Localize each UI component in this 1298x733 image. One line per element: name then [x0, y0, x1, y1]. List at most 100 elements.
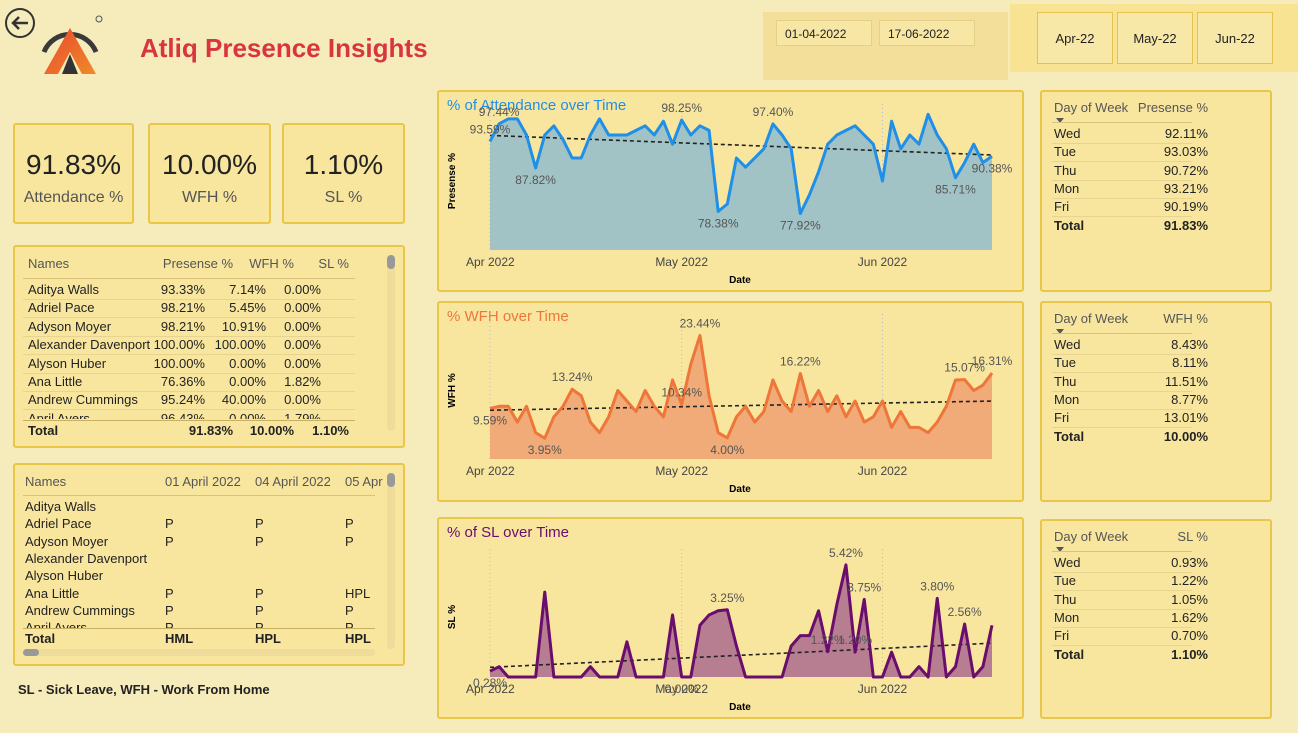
- table-cell: P: [165, 585, 174, 601]
- chart-title: % of Attendance over Time: [447, 97, 626, 114]
- table-cell: 0.00%: [229, 374, 266, 389]
- chart-panel: % of Attendance over Time Presense % Date A…: [437, 90, 1024, 292]
- table-cell: 98.21%: [160, 318, 205, 334]
- data-label: 15.07%: [944, 361, 985, 375]
- total-cell: HPL: [255, 631, 281, 646]
- x-axis-label: Date: [729, 484, 751, 495]
- scrollbar[interactable]: [23, 649, 375, 656]
- sort-indicator: [1056, 329, 1064, 334]
- column-header: SL %: [1177, 529, 1208, 544]
- row-separator: [1052, 608, 1192, 610]
- start-date[interactable]: 01-04-2022: [776, 20, 872, 46]
- row-separator: [1052, 408, 1192, 410]
- x-tick-label: May 2022: [655, 464, 708, 478]
- data-label: 2.56%: [948, 605, 982, 619]
- data-label: 0.28%: [473, 676, 507, 690]
- x-axis-label: Date: [729, 702, 751, 713]
- table-cell: Adriel Pace: [25, 516, 92, 532]
- table-cell: P: [345, 602, 354, 618]
- row-separator: [23, 335, 355, 337]
- row-separator: [1052, 143, 1192, 144]
- table-cell: 0.00%: [284, 337, 321, 353]
- total-cell: 10.00%: [249, 423, 294, 438]
- data-label: 16.31%: [972, 354, 1013, 368]
- chart: % WFH over Time WFH % Date Apr 2022 May 2022…: [447, 308, 1013, 495]
- data-label: 98.25%: [661, 101, 702, 115]
- table-cell: P: [255, 602, 264, 618]
- data-label: 1.22%: [811, 633, 845, 647]
- table-cell: Thu: [1054, 373, 1077, 389]
- x-tick-label: May 2022: [655, 682, 708, 696]
- table-cell: 0.70%: [1171, 628, 1208, 644]
- scrollbar[interactable]: [387, 473, 395, 649]
- month-slicer: Apr-22 May-22 Jun-22: [1010, 4, 1298, 72]
- table-cell: Ana Little: [28, 374, 83, 389]
- table-cell: Ana Little: [25, 585, 80, 601]
- dashboard-title: Atliq Presence Insights: [140, 33, 428, 63]
- sort-indicator: [1056, 547, 1064, 552]
- table-cell: Wed: [1054, 126, 1081, 141]
- row-separator: [1052, 354, 1192, 355]
- month-button[interactable]: Jun-22: [1197, 12, 1273, 64]
- table-cell: Mon: [1054, 391, 1080, 407]
- table-cell: Adyson Moyer: [28, 318, 112, 334]
- back-button[interactable]: [4, 7, 38, 41]
- table-cell: Alyson Huber: [25, 568, 104, 584]
- column-header: Presense %: [1137, 100, 1208, 115]
- table-cell: 5.45%: [229, 300, 266, 316]
- y-axis-label: SL %: [447, 605, 458, 629]
- header-separator: [1052, 333, 1192, 334]
- month-button[interactable]: May-22: [1117, 12, 1193, 64]
- column-header: Day of Week: [1054, 311, 1129, 326]
- chart-panel: % of SL over Time SL % Date Apr 2022 May 202…: [437, 517, 1024, 719]
- table-cell: 1.82%: [284, 374, 321, 389]
- area: [490, 335, 992, 459]
- table-cell: Aditya Walls: [28, 282, 100, 297]
- sort-indicator: [1056, 118, 1064, 123]
- table-cell: 40.00%: [221, 392, 266, 408]
- table-cell: P: [165, 602, 174, 618]
- table-cell: 11.51%: [1164, 373, 1208, 389]
- logo: [41, 15, 103, 74]
- row-separator: [1052, 161, 1192, 163]
- data-label: 90.38%: [972, 161, 1013, 175]
- chart-title: % of SL over Time: [447, 524, 569, 541]
- data-label: 78.38%: [698, 216, 739, 230]
- row-separator: [1052, 427, 1192, 429]
- table-cell: 98.21%: [160, 300, 205, 316]
- data-label: 5.42%: [829, 546, 863, 560]
- table-cell: Andrew Cummings: [25, 602, 135, 618]
- chart-title: % WFH over Time: [447, 308, 569, 325]
- table-cell: 93.21%: [1163, 180, 1208, 196]
- date-range: 01-04-2022 17-06-2022: [763, 12, 1008, 80]
- total-cell: 91.83%: [1163, 217, 1208, 233]
- chart-panel: % WFH over Time WFH % Date Apr 2022 May 2022…: [437, 301, 1024, 502]
- line: [489, 563, 994, 679]
- total-cell: 10.00%: [1163, 428, 1208, 444]
- table-cell: 96.43%: [160, 410, 205, 419]
- table-cell: 90.72%: [1163, 162, 1208, 178]
- chart: % of Attendance over Time Presense % Date A…: [447, 97, 1013, 286]
- table-cell: 0.00%: [229, 410, 266, 419]
- daily-table: Names 01 April 2022 04 April 2022 05 April …: [13, 463, 405, 666]
- table-cell: 8.77%: [1171, 391, 1208, 407]
- table-cell: 100.00%: [214, 337, 266, 353]
- table-cell: 10.91%: [221, 318, 266, 334]
- table-body: Aditya Walls 93.33% 7.14% 0.00% Adriel Pace 9…: [15, 279, 375, 419]
- table-cell: Alexander Davenport: [25, 550, 148, 566]
- table-cell: Tue: [1054, 573, 1076, 589]
- table-cell: 1.62%: [1171, 609, 1208, 625]
- scrollbar[interactable]: [387, 255, 395, 431]
- kpi-value: 10.00%: [162, 149, 257, 180]
- table-cell: P: [345, 533, 354, 549]
- data-label: 97.44%: [479, 105, 520, 119]
- month-button[interactable]: Apr-22: [1037, 12, 1113, 64]
- y-axis-label: WFH %: [447, 373, 458, 408]
- end-date[interactable]: 17-06-2022: [879, 20, 975, 46]
- row-separator: [1052, 590, 1192, 592]
- table-cell: 0.00%: [284, 282, 321, 297]
- row-separator: [23, 409, 355, 411]
- row-separator: [23, 354, 355, 356]
- table-cell: 100.00%: [153, 337, 205, 353]
